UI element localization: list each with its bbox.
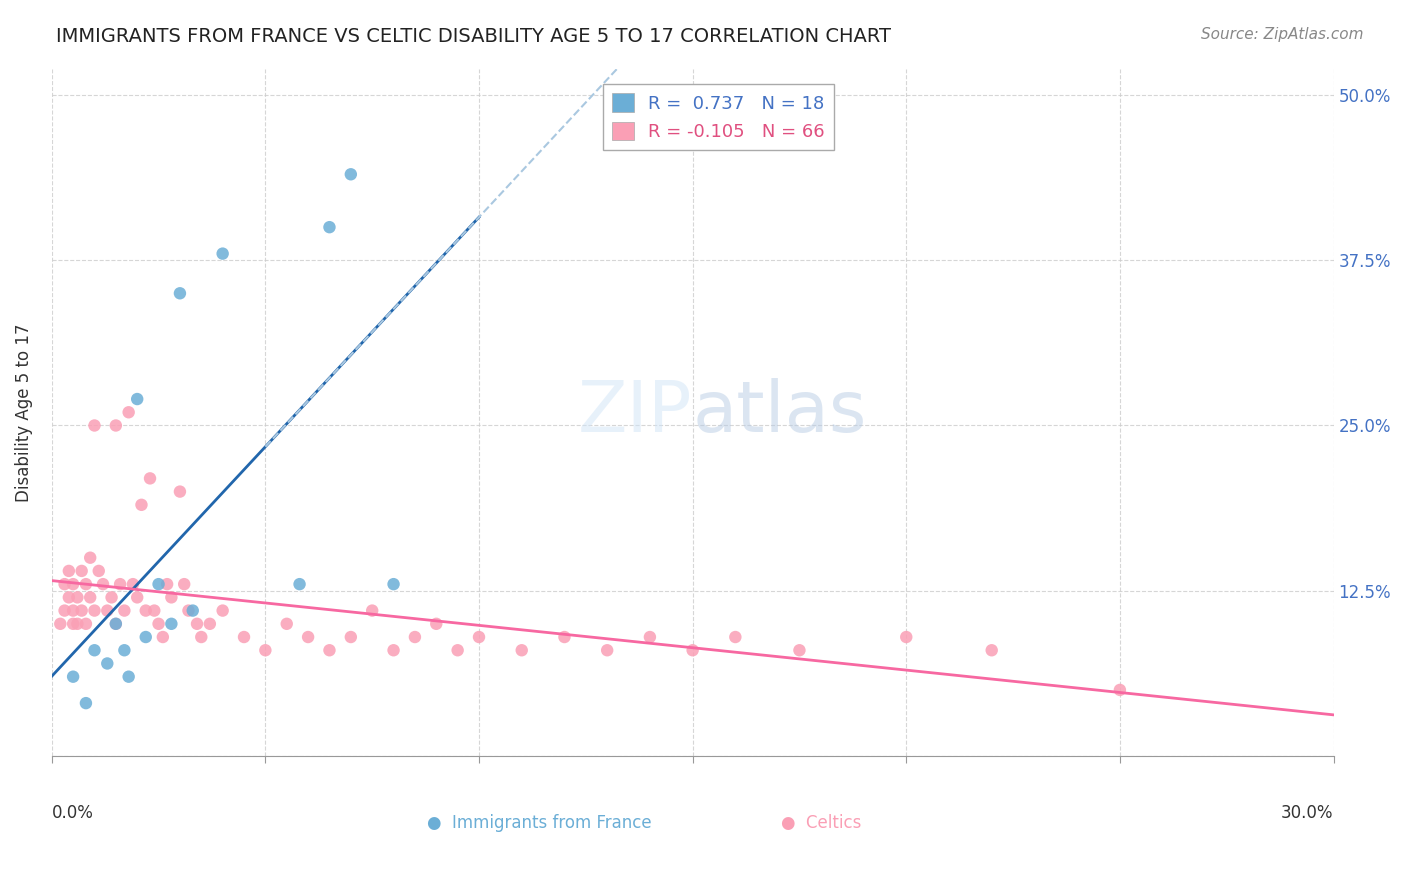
Point (288, 577, 311, 591)
Point (96, 604, 118, 618)
Point (83, 604, 105, 618)
Point (276, 616, 298, 631)
Point (91, 577, 114, 591)
Point (340, 167, 363, 181)
Text: ZIP: ZIP (578, 378, 693, 447)
Point (62, 670, 84, 684)
Point (127, 392, 149, 406)
Point (104, 616, 127, 631)
Point (87, 564, 110, 578)
Point (425, 616, 447, 631)
Point (118, 670, 141, 684)
Point (58, 591, 80, 605)
Point (127, 591, 149, 605)
Text: ●  Celtics: ● Celtics (780, 814, 860, 832)
Point (62, 604, 84, 618)
Point (66, 591, 89, 605)
Point (53, 577, 76, 591)
Point (1109, 682, 1132, 697)
Point (139, 471, 162, 485)
Point (340, 630, 363, 644)
Point (553, 630, 575, 644)
Point (446, 643, 468, 657)
Point (404, 630, 426, 644)
Point (79, 591, 101, 605)
Point (75, 696, 97, 710)
Point (361, 604, 384, 618)
Point (233, 630, 256, 644)
Point (169, 484, 191, 499)
Point (118, 405, 141, 419)
Text: IMMIGRANTS FROM FRANCE VS CELTIC DISABILITY AGE 5 TO 17 CORRELATION CHART: IMMIGRANTS FROM FRANCE VS CELTIC DISABIL… (56, 27, 891, 45)
Point (160, 616, 183, 631)
Point (186, 616, 208, 631)
Point (724, 630, 747, 644)
Point (382, 577, 405, 591)
Point (980, 643, 1002, 657)
Point (318, 220, 340, 235)
Point (152, 630, 174, 644)
Text: ●  Immigrants from France: ● Immigrants from France (426, 814, 651, 832)
Point (143, 604, 166, 618)
Point (58, 564, 80, 578)
Text: atlas: atlas (693, 378, 868, 447)
Point (131, 498, 153, 512)
Point (682, 643, 704, 657)
Point (297, 630, 319, 644)
Point (596, 643, 619, 657)
Point (382, 643, 405, 657)
Point (70, 604, 93, 618)
Point (135, 604, 157, 618)
Y-axis label: Disability Age 5 to 17: Disability Age 5 to 17 (15, 323, 32, 501)
Point (75, 616, 97, 631)
Point (638, 630, 661, 644)
Point (211, 604, 233, 618)
Point (62, 616, 84, 631)
Point (198, 616, 221, 631)
Point (122, 577, 145, 591)
Point (104, 418, 127, 433)
Point (83, 418, 105, 433)
Point (896, 630, 918, 644)
Point (181, 604, 204, 618)
Point (173, 577, 195, 591)
Point (112, 643, 135, 657)
Point (79, 550, 101, 565)
Point (156, 577, 179, 591)
Point (49, 616, 72, 631)
Point (75, 577, 97, 591)
Point (62, 577, 84, 591)
Point (135, 630, 157, 644)
Point (148, 616, 170, 631)
Point (148, 577, 170, 591)
Point (96, 657, 118, 671)
Legend: R =  0.737   N = 18, R = -0.105   N = 66: R = 0.737 N = 18, R = -0.105 N = 66 (603, 85, 834, 150)
Point (190, 630, 212, 644)
Text: 0.0%: 0.0% (52, 805, 94, 822)
Point (789, 643, 811, 657)
Point (83, 643, 105, 657)
Text: Source: ZipAtlas.com: Source: ZipAtlas.com (1201, 27, 1364, 42)
Point (468, 630, 491, 644)
Point (510, 643, 533, 657)
Point (169, 286, 191, 301)
Point (100, 591, 122, 605)
Point (254, 643, 277, 657)
Point (211, 246, 233, 260)
Text: 30.0%: 30.0% (1281, 805, 1333, 822)
Point (112, 604, 135, 618)
Point (53, 604, 76, 618)
Point (70, 564, 93, 578)
Point (108, 577, 131, 591)
Point (104, 616, 127, 631)
Point (160, 591, 183, 605)
Point (318, 643, 340, 657)
Point (66, 616, 89, 631)
Point (177, 604, 200, 618)
